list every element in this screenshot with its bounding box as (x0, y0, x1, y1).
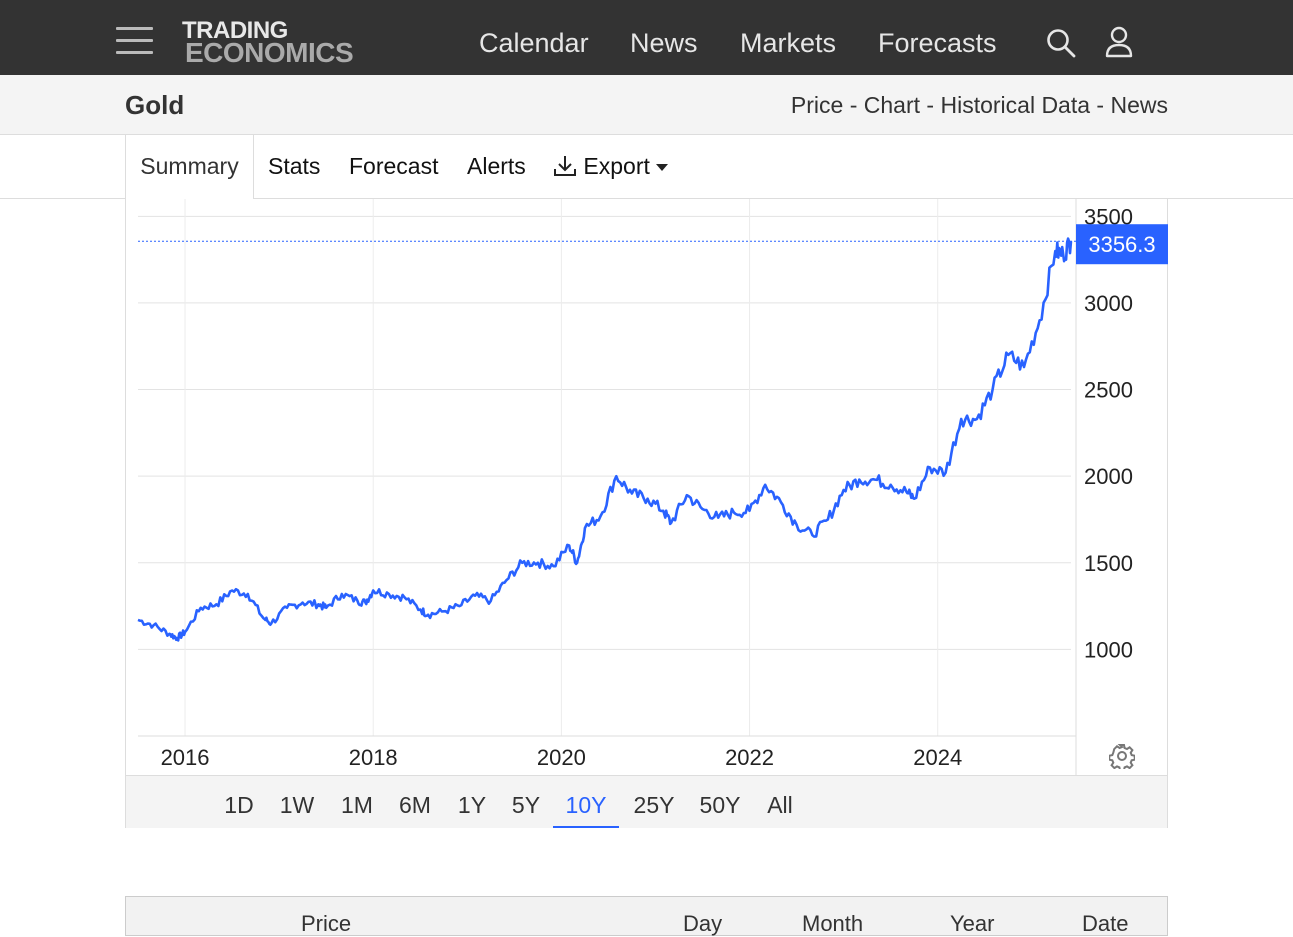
range-50y[interactable]: 50Y (699, 792, 741, 818)
section-links: Price - Chart - Historical Data - News (791, 92, 1168, 119)
link-separator: - (1090, 92, 1111, 118)
range-1y[interactable]: 1Y (457, 792, 487, 818)
range-all[interactable]: All (767, 792, 793, 818)
tab-summary[interactable]: Summary (125, 135, 254, 199)
x-tick-label: 2024 (913, 745, 962, 770)
col-date: Date (1082, 911, 1129, 936)
col-month: Month (802, 911, 864, 936)
y-tick-label: 1500 (1084, 551, 1133, 576)
price-table-header: Price Day Month Year Date (125, 896, 1168, 936)
export-label: Export (583, 153, 650, 179)
site-logo[interactable]: TRADING ECONOMICS (182, 18, 362, 68)
y-tick-label: 1000 (1084, 637, 1133, 662)
col-year: Year (950, 911, 995, 936)
link-price[interactable]: Price (790, 92, 844, 118)
series-line-gold (137, 237, 1073, 642)
tab-stats[interactable]: Stats (268, 153, 321, 179)
logo-top-text: TRADING (182, 17, 288, 44)
x-tick-label: 2018 (349, 745, 398, 770)
nav-calendar[interactable]: Calendar (479, 28, 589, 58)
range-1d[interactable]: 1D (224, 792, 254, 818)
last-value-label: 3356.3 (1088, 232, 1155, 257)
link-separator: - (920, 92, 941, 118)
y-tick-label: 2000 (1084, 464, 1133, 489)
last-value-badge (1076, 224, 1168, 265)
range-25y[interactable]: 25Y (633, 792, 675, 818)
page-title: Gold (125, 90, 185, 120)
range-6m[interactable]: 6M (399, 792, 431, 818)
link-historical-data[interactable]: Historical Data (940, 92, 1091, 118)
nav-markets[interactable]: Markets (740, 28, 837, 58)
title-bar: Gold Price - Chart - Historical Data - N… (0, 75, 1293, 135)
x-tick-label: 2016 (161, 745, 210, 770)
chart-container: 1000 1500 2000 2500 3000 3500 2016 2018 2020 2022… (125, 199, 1168, 828)
range-10y[interactable]: 10Y (553, 776, 619, 828)
col-price: Price (301, 911, 352, 936)
nav-news[interactable]: News (630, 28, 698, 58)
tab-alerts[interactable]: Alerts (467, 153, 526, 179)
y-tick-label: 2500 (1084, 378, 1133, 403)
col-day: Day (683, 911, 723, 936)
range-1m[interactable]: 1M (341, 792, 373, 818)
link-chart[interactable]: Chart (863, 92, 921, 118)
tabs-row: Summary Stats Forecast Alerts Export (0, 135, 1293, 199)
range-5y[interactable]: 5Y (511, 792, 541, 818)
menu-icon[interactable] (116, 27, 153, 55)
y-tick-label: 3000 (1084, 291, 1133, 316)
chevron-down-icon (655, 164, 668, 172)
range-selector: 1D 1W 1M 6M 1Y 5Y 10Y 25Y 50Y All (126, 775, 1167, 828)
search-icon[interactable] (1046, 28, 1076, 58)
tab-forecast[interactable]: Forecast (349, 153, 439, 179)
x-tick-label: 2022 (725, 745, 774, 770)
x-tick-label: 2020 (537, 745, 586, 770)
tab-export[interactable]: Export (553, 135, 668, 198)
link-news[interactable]: News (1110, 92, 1168, 118)
download-icon (554, 156, 576, 176)
range-1w[interactable]: 1W (279, 792, 315, 818)
gear-icon[interactable] (1109, 743, 1135, 769)
top-navigation-bar: TRADING ECONOMICS Calendar News Markets … (0, 0, 1293, 75)
logo-bottom-text: ECONOMICS (185, 37, 354, 68)
user-icon[interactable] (1104, 26, 1134, 58)
nav-forecasts[interactable]: Forecasts (878, 28, 997, 58)
link-separator: - (843, 92, 864, 118)
